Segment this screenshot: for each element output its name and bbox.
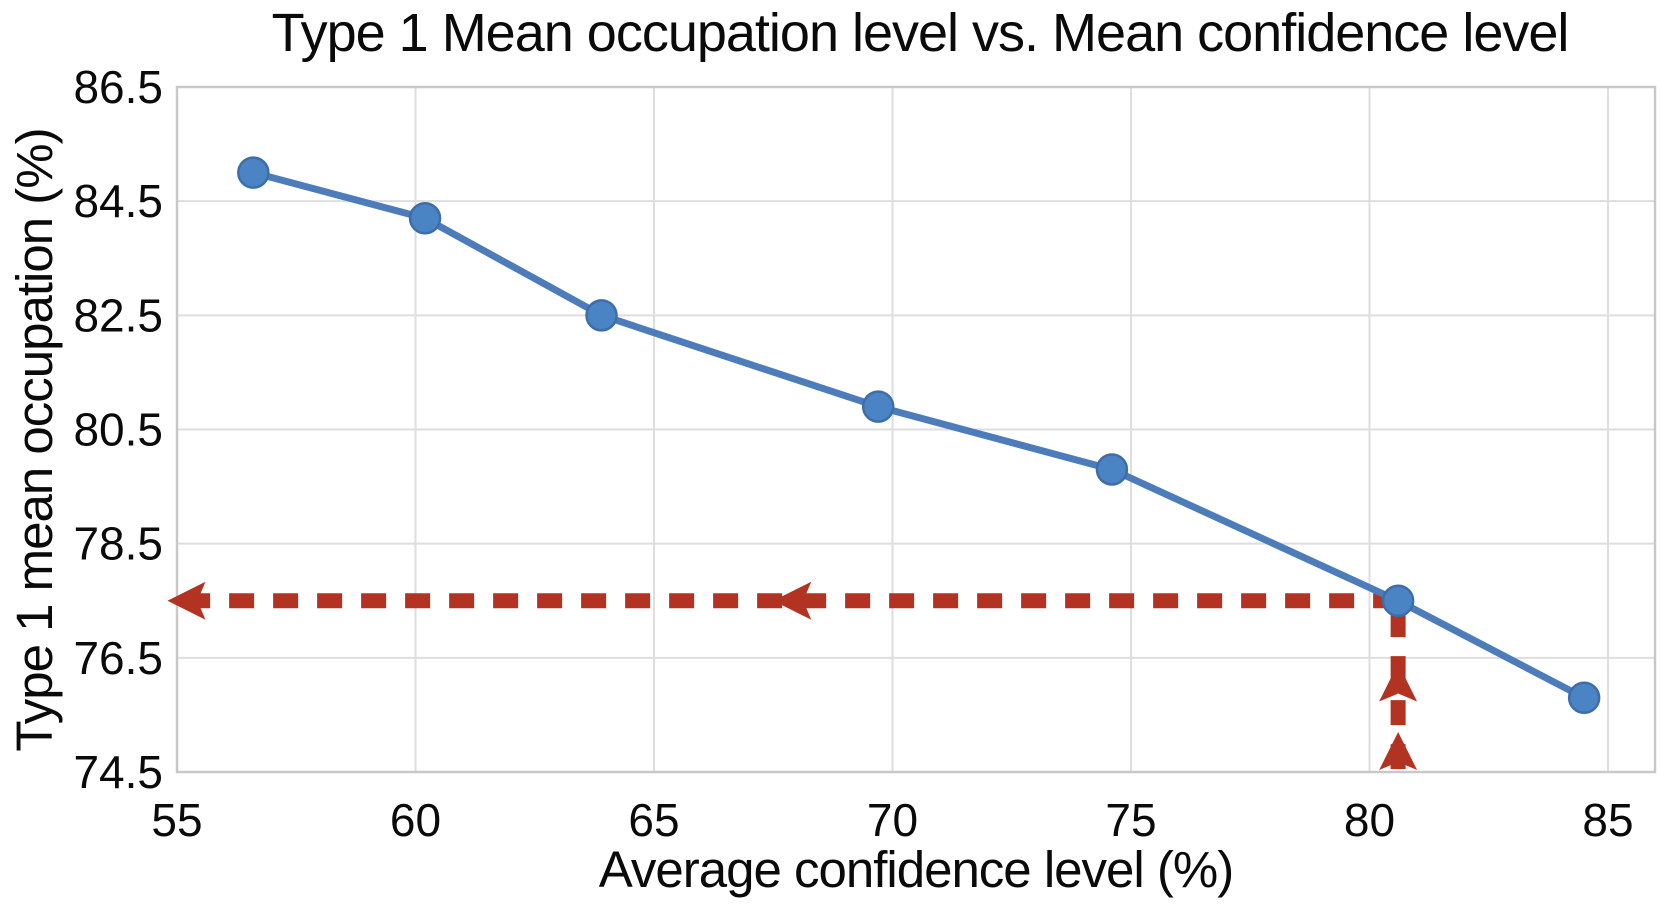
data-point — [585, 299, 618, 332]
left-arrowhead-icon — [167, 581, 206, 620]
data-point — [408, 202, 442, 235]
chart-title: Type 1 Mean occupation level vs. Mean co… — [271, 3, 1570, 63]
x-tick-label: 80 — [1344, 794, 1395, 846]
y-tick-label: 84.5 — [73, 175, 163, 227]
y-tick-label: 82.5 — [73, 289, 163, 341]
left-arrowhead-icon — [773, 581, 812, 620]
x-tick-label: 55 — [151, 794, 202, 846]
y-tick-label: 76.5 — [73, 632, 163, 684]
data-line — [249, 169, 1588, 702]
up-arrowhead-icon — [1379, 732, 1418, 771]
plot-border — [175, 85, 1657, 774]
data-point — [1095, 453, 1129, 486]
y-tick-label: 80.5 — [73, 404, 163, 456]
x-tick-label: 75 — [1105, 794, 1156, 846]
data-point — [861, 390, 895, 423]
x-tick-label: 70 — [867, 794, 918, 846]
data-point — [237, 156, 270, 189]
y-tick-label: 78.5 — [73, 518, 163, 570]
data-point — [1381, 584, 1415, 617]
x-tick-label: 65 — [628, 794, 679, 846]
data-point — [1567, 681, 1601, 715]
y-tick-label: 86.5 — [73, 61, 163, 113]
y-tick-label: 74.5 — [73, 746, 163, 798]
x-axis-label: Average confidence level (%) — [598, 841, 1234, 898]
up-arrowhead-icon — [1379, 663, 1418, 702]
x-tick-label: 85 — [1582, 794, 1633, 846]
x-tick-label: 60 — [390, 794, 441, 846]
